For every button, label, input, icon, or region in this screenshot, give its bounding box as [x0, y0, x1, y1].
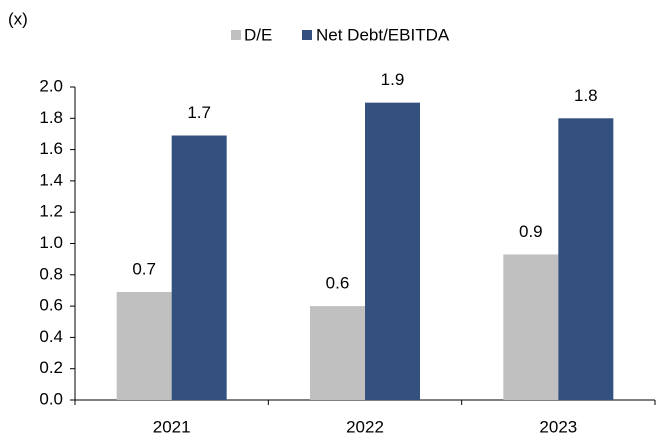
y-tick-label: 0.2 [39, 358, 63, 377]
y-tick-label: 1.2 [39, 202, 63, 221]
value-label: 0.6 [326, 274, 350, 293]
x-tick-label: 2023 [539, 417, 577, 436]
bar [365, 102, 420, 401]
value-label: 1.8 [574, 86, 598, 105]
y-tick-label: 0.6 [39, 296, 63, 315]
y-tick-label: 0.8 [39, 264, 63, 283]
y-tick-label: 1.4 [39, 170, 63, 189]
y-tick-label: 1.6 [39, 139, 63, 158]
y-tick-label: 0.0 [39, 389, 63, 408]
x-tick-label: 2021 [153, 417, 191, 436]
bar [503, 254, 559, 400]
bar [171, 135, 227, 400]
value-label: 1.9 [381, 70, 405, 89]
y-tick-label: 2.0 [39, 76, 63, 95]
x-tick-label: 2022 [346, 417, 384, 436]
y-tick-label: 0.4 [39, 327, 63, 346]
value-label: 0.9 [519, 222, 543, 241]
bar [116, 292, 172, 400]
legend-swatch [231, 30, 241, 40]
bar [558, 118, 614, 401]
value-label: 1.7 [187, 103, 211, 122]
y-axis-label: (x) [8, 9, 28, 28]
y-tick-label: 1.0 [39, 233, 63, 252]
value-label: 0.7 [132, 259, 156, 278]
y-tick-label: 1.8 [39, 108, 63, 127]
legend-label: D/E [244, 25, 272, 44]
legend-swatch [302, 30, 312, 40]
bar [310, 306, 365, 400]
legend-label: Net Debt/EBITDA [316, 25, 450, 44]
